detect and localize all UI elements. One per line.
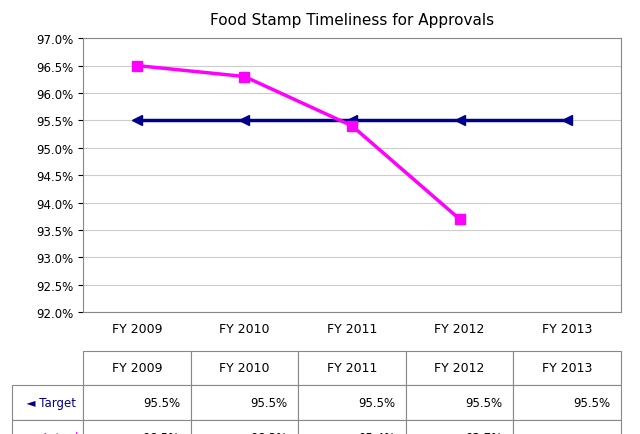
Title: Food Stamp Timeliness for Approvals: Food Stamp Timeliness for Approvals — [210, 13, 494, 28]
